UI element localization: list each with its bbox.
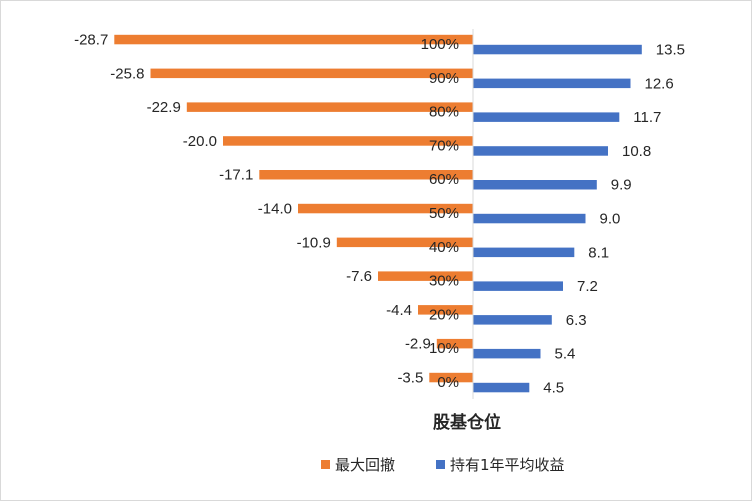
legend-label-return: 持有1年平均收益 [450,456,565,474]
label-return-0: 4.5 [543,380,564,397]
label-return-6: 9.9 [611,177,632,194]
label-return-10: 13.5 [656,42,685,59]
category-label-4: 40% [429,239,459,256]
category-label-7: 70% [429,137,459,154]
label-return-1: 5.4 [555,346,576,363]
bar-return-4 [473,247,575,258]
category-label-8: 80% [429,104,459,121]
category-label-2: 20% [429,306,459,323]
bar-return-0 [473,382,530,393]
bar-return-7 [473,146,608,156]
label-drawdown-0: -3.5 [397,370,423,387]
category-label-9: 90% [429,70,459,87]
bar-return-5 [473,213,586,224]
category-label-0: 0% [437,374,459,391]
label-drawdown-1: -2.9 [405,336,431,353]
label-return-7: 10.8 [622,143,651,160]
legend-label-drawdown: 最大回撤 [335,456,395,474]
legend-swatch-drawdown [321,460,330,469]
bar-drawdown-9 [150,68,473,79]
bar-return-9 [473,78,631,89]
label-drawdown-2: -4.4 [386,302,412,319]
label-drawdown-7: -20.0 [183,133,217,150]
bar-drawdown-4 [336,237,474,248]
data-labels: -3.5 4.5 -2.9 5.4 -4.4 6.3 -7.6 7.2 -10.9 8.1 -14.… [74,32,685,397]
label-drawdown-9: -25.8 [110,65,144,82]
bar-drawdown-10 [114,34,474,45]
legend-swatch-return [436,460,445,469]
bar-drawdown-8 [186,102,474,112]
bar-return-10 [473,44,642,55]
label-drawdown-3: -7.6 [346,268,372,285]
bar-drawdown-3 [378,271,473,281]
label-return-2: 6.3 [566,312,587,329]
label-return-3: 7.2 [577,278,598,295]
bar-return-2 [473,315,552,325]
axis-title: 股基仓位 [433,412,501,433]
series-drawdown-bars [114,34,474,383]
label-return-5: 9.0 [600,211,621,228]
category-tick-labels: 0% 10% 20% 30% 40% 50% 60% 70% 80% 90% 100% [421,36,459,391]
label-return-9: 12.6 [645,75,674,92]
label-drawdown-5: -14.0 [258,201,292,218]
category-label-5: 50% [429,205,459,222]
category-label-6: 60% [429,171,459,188]
label-drawdown-10: -28.7 [74,32,108,49]
bar-drawdown-2 [418,305,473,315]
label-drawdown-8: -22.9 [147,99,181,116]
label-drawdown-4: -10.9 [297,234,331,251]
category-label-1: 10% [429,340,459,357]
label-drawdown-6: -17.1 [219,167,253,184]
label-return-4: 8.1 [588,244,609,261]
category-label-10: 100% [421,36,459,53]
bar-return-3 [473,281,563,291]
bar-drawdown-1 [436,338,474,349]
category-label-3: 30% [429,273,459,290]
bar-return-1 [473,348,541,359]
label-return-8: 11.7 [633,109,661,126]
bar-drawdown-6 [259,170,474,180]
legend: 最大回撤 持有1年平均收益 [321,456,565,474]
bar-drawdown-0 [429,372,474,383]
bar-drawdown-7 [223,136,473,146]
series-return-bars [473,44,642,393]
bar-return-6 [473,180,597,190]
bar-drawdown-5 [298,203,473,214]
bar-return-8 [473,112,620,122]
